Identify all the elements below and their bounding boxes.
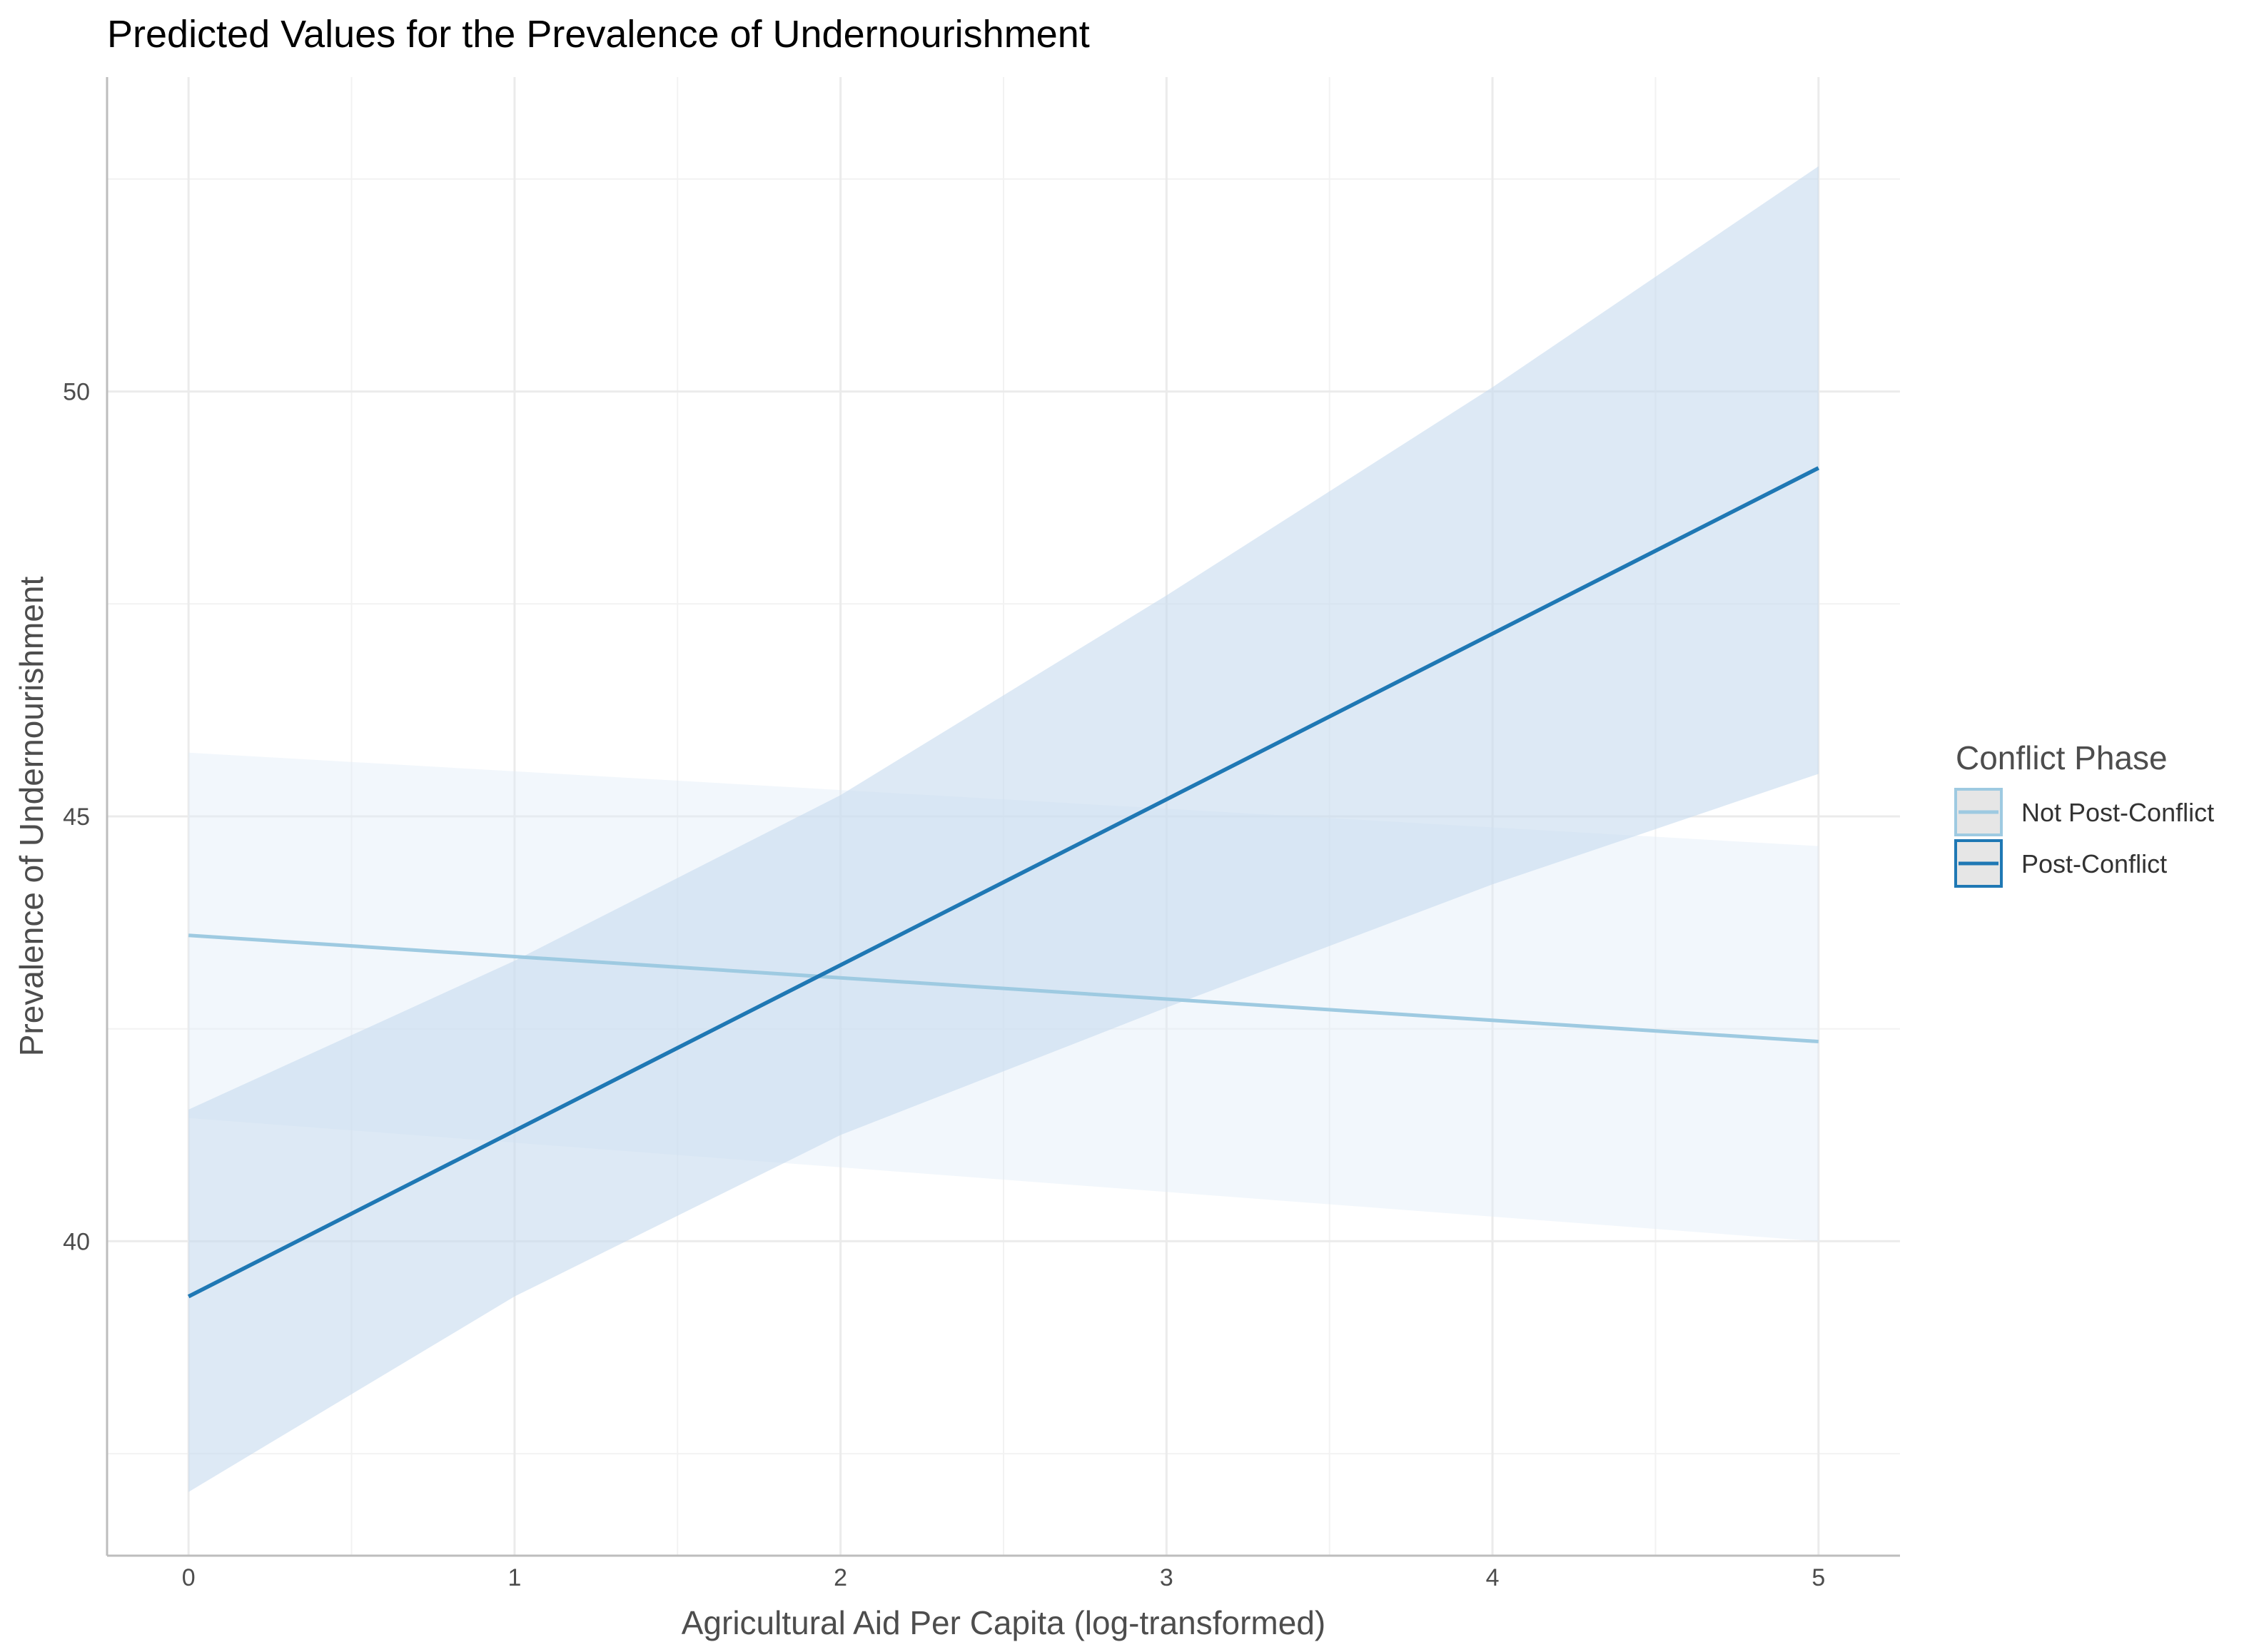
x-tick-label: 3	[1160, 1564, 1173, 1591]
y-tick-label: 45	[63, 804, 90, 831]
legend: Conflict Phase Not Post-Conflict Post-Con…	[1954, 739, 2214, 888]
legend-label: Post-Conflict	[2021, 849, 2167, 878]
y-tick-label: 50	[63, 379, 90, 406]
y-axis-ticks: 40 45 50	[63, 379, 90, 1256]
legend-label: Not Post-Conflict	[2021, 798, 2214, 827]
y-tick-label: 40	[63, 1228, 90, 1255]
confidence-ribbons	[188, 166, 1819, 1492]
confidence-ribbon-post-conflict	[188, 166, 1819, 1492]
series-line-not-post-conflict	[188, 933, 1819, 1044]
x-tick-label: 4	[1486, 1564, 1500, 1591]
y-axis-title: Prevalence of Undernourishment	[13, 577, 50, 1057]
chart-title: Predicted Values for the Prevalence of U…	[107, 13, 1090, 56]
x-tick-label: 1	[507, 1564, 521, 1591]
x-tick-label: 5	[1811, 1564, 1825, 1591]
x-axis-title: Agricultural Aid Per Capita (log-transfo…	[682, 1604, 1325, 1641]
legend-key	[1954, 788, 2003, 836]
series-lines	[187, 466, 1820, 1299]
x-tick-label: 2	[834, 1564, 847, 1591]
x-tick-label: 0	[182, 1564, 196, 1591]
legend-key	[1954, 839, 2003, 888]
legend-title: Conflict Phase	[1956, 739, 2168, 776]
series-line-post-conflict	[187, 466, 1820, 1299]
x-axis-ticks: 0 1 2 3 4 5	[182, 1564, 1826, 1591]
